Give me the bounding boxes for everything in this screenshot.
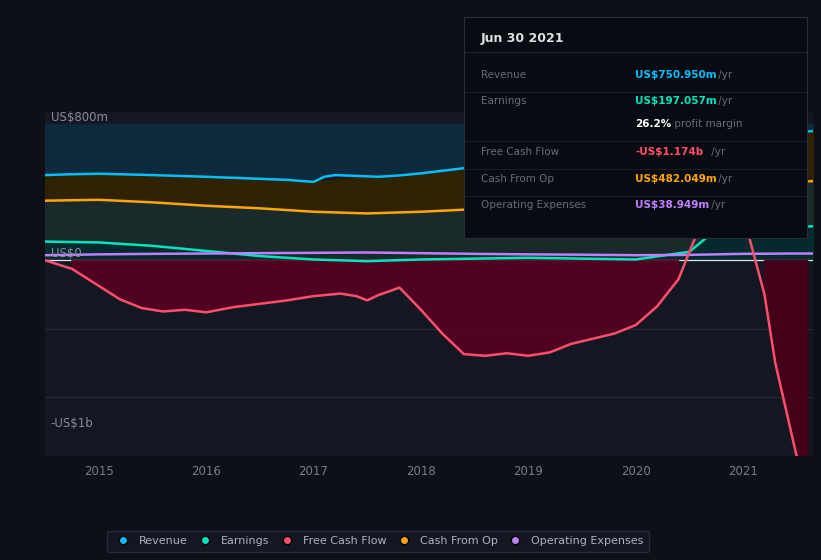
Text: Jun 30 2021: Jun 30 2021	[481, 32, 565, 45]
Text: /yr: /yr	[708, 200, 725, 211]
Text: US$38.949m: US$38.949m	[635, 200, 709, 211]
Text: US$0: US$0	[51, 247, 81, 260]
Text: /yr: /yr	[715, 174, 732, 184]
Text: 26.2%: 26.2%	[635, 119, 672, 129]
Text: US$800m: US$800m	[51, 111, 108, 124]
Text: Operating Expenses: Operating Expenses	[481, 200, 586, 211]
Text: -US$1b: -US$1b	[51, 418, 94, 431]
Text: profit margin: profit margin	[672, 119, 743, 129]
Text: /yr: /yr	[715, 96, 732, 106]
Text: -US$1.174b: -US$1.174b	[635, 147, 704, 157]
Text: Revenue: Revenue	[481, 70, 526, 80]
Text: /yr: /yr	[715, 70, 732, 80]
Text: US$482.049m: US$482.049m	[635, 174, 718, 184]
Text: US$750.950m: US$750.950m	[635, 70, 717, 80]
Text: /yr: /yr	[708, 147, 725, 157]
Text: Cash From Op: Cash From Op	[481, 174, 554, 184]
Legend: Revenue, Earnings, Free Cash Flow, Cash From Op, Operating Expenses: Revenue, Earnings, Free Cash Flow, Cash …	[107, 530, 649, 552]
Text: Earnings: Earnings	[481, 96, 526, 106]
Text: Free Cash Flow: Free Cash Flow	[481, 147, 559, 157]
Text: US$197.057m: US$197.057m	[635, 96, 718, 106]
